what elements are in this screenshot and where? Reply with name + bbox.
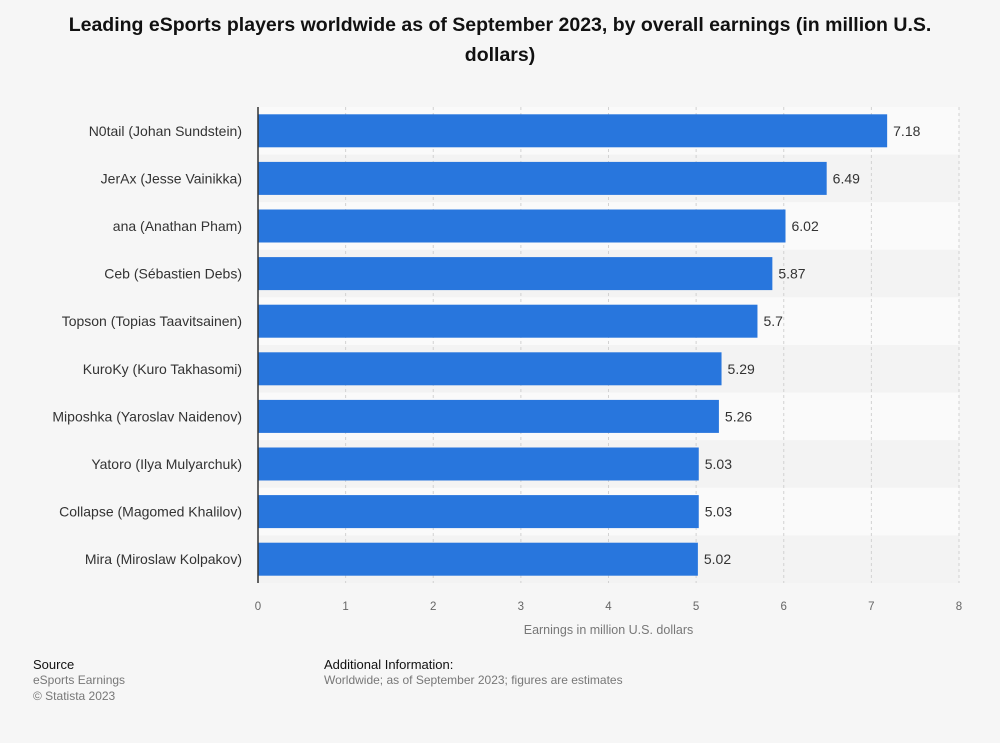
- chart-title: Leading eSports players worldwide as of …: [68, 14, 932, 66]
- bar: [258, 352, 722, 386]
- bar: [258, 304, 758, 338]
- bar: [258, 495, 699, 529]
- bar: [258, 161, 827, 195]
- x-tick-label: 1: [342, 601, 348, 613]
- x-tick-label: 3: [518, 601, 524, 613]
- source-block: Source eSports Earnings © Statista 2023: [33, 657, 125, 704]
- source-line: eSports Earnings: [33, 673, 126, 687]
- bar: [258, 447, 699, 481]
- bar: [258, 257, 773, 291]
- data-label: 6.02: [792, 218, 819, 234]
- x-tick-label: 7: [868, 601, 874, 613]
- copyright: © Statista 2023: [33, 689, 116, 703]
- data-label: 5.7: [763, 313, 783, 329]
- data-label: 6.49: [833, 170, 860, 186]
- source-label: Source: [33, 657, 75, 672]
- y-category-label: Topson (Topias Taavitsainen): [62, 313, 242, 329]
- additional-info-label: Additional Information:: [324, 657, 454, 672]
- y-category-label: N0tail (Johan Sundstein): [89, 123, 242, 139]
- x-tick-label: 8: [956, 601, 962, 613]
- y-category-label: Miposhka (Yaroslav Naidenov): [52, 408, 242, 424]
- x-tick-label: 5: [693, 601, 699, 613]
- y-category-label: Collapse (Magomed Khalilov): [59, 504, 242, 520]
- data-label: 5.03: [705, 504, 732, 520]
- additional-info-block: Additional Information: Worldwide; as of…: [324, 657, 623, 688]
- y-category-label: Mira (Miroslaw Kolpakov): [85, 551, 242, 567]
- x-tick-label: 4: [605, 601, 612, 613]
- data-label: 5.03: [705, 456, 732, 472]
- bar: [258, 209, 786, 243]
- bar: [258, 399, 719, 433]
- x-tick-label: 0: [255, 601, 261, 613]
- data-label: 7.18: [893, 123, 920, 139]
- y-category-label: Ceb (Sébastien Debs): [104, 266, 242, 282]
- data-label: 5.29: [728, 361, 755, 377]
- data-label: 5.87: [778, 266, 805, 282]
- y-category-label: JerAx (Jesse Vainikka): [101, 170, 242, 186]
- additional-info-text: Worldwide; as of September 2023; figures…: [324, 673, 623, 687]
- data-label: 5.26: [725, 408, 752, 424]
- y-category-label: ana (Anathan Pham): [113, 218, 242, 234]
- x-tick-label: 6: [781, 601, 787, 613]
- x-axis-title: Earnings in million U.S. dollars: [524, 623, 694, 637]
- x-tick-label: 2: [430, 601, 436, 613]
- data-label: 5.02: [704, 551, 731, 567]
- bar: [258, 542, 698, 576]
- y-category-label: KuroKy (Kuro Takhasomi): [83, 361, 242, 377]
- y-category-label: Yatoro (Ilya Mulyarchuk): [91, 456, 242, 472]
- bar: [258, 114, 888, 148]
